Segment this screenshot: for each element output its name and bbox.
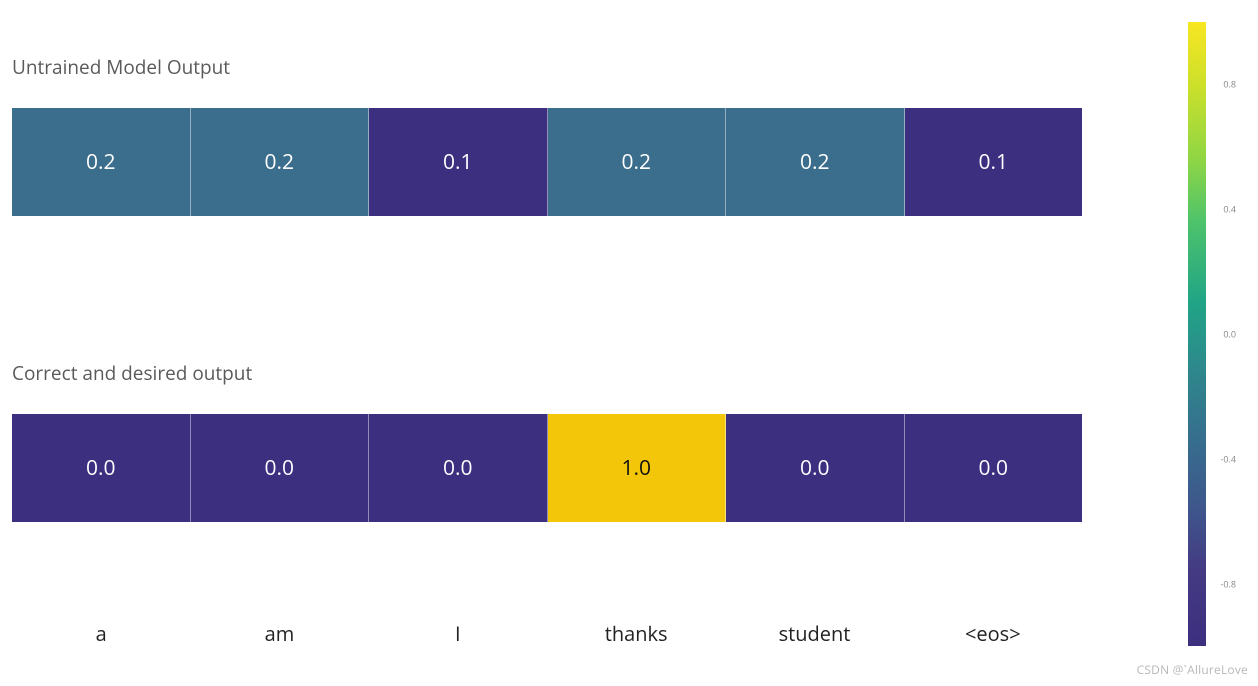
cell-r0-c4: 0.2 <box>726 108 905 216</box>
xlabel-3: thanks <box>547 620 725 647</box>
xlabel-5: <eos> <box>904 620 1082 647</box>
cell-r0-c1: 0.2 <box>191 108 370 216</box>
colorbar-gradient <box>1188 22 1206 646</box>
colorbar <box>1188 22 1206 646</box>
cell-r1-c0: 0.0 <box>12 414 191 522</box>
row1-title: Untrained Model Output <box>12 54 230 80</box>
colorbar-tick: 0.0 <box>1223 328 1236 341</box>
cell-r1-c4: 0.0 <box>726 414 905 522</box>
watermark: CSDN @`AllureLove <box>1137 661 1248 678</box>
cell-r0-c5: 0.1 <box>905 108 1083 216</box>
colorbar-ticks: 0.8 0.4 0.0 -0.4 -0.8 <box>1206 22 1236 646</box>
xlabel-4: student <box>725 620 903 647</box>
x-axis-labels: a am I thanks student <eos> <box>12 620 1082 647</box>
cell-r1-c1: 0.0 <box>191 414 370 522</box>
xlabel-2: I <box>369 620 547 647</box>
heatmap-row-untrained: 0.2 0.2 0.1 0.2 0.2 0.1 <box>12 108 1082 216</box>
cell-r0-c0: 0.2 <box>12 108 191 216</box>
chart-area: Untrained Model Output 0.2 0.2 0.1 0.2 0… <box>12 0 1082 686</box>
colorbar-tick: -0.4 <box>1220 452 1236 465</box>
xlabel-1: am <box>190 620 368 647</box>
cell-r1-c5: 0.0 <box>905 414 1083 522</box>
colorbar-tick: -0.8 <box>1220 577 1236 590</box>
cell-r0-c3: 0.2 <box>548 108 727 216</box>
heatmap-row-correct: 0.0 0.0 0.0 1.0 0.0 0.0 <box>12 414 1082 522</box>
colorbar-tick: 0.8 <box>1223 78 1236 91</box>
cell-r1-c3: 1.0 <box>548 414 727 522</box>
colorbar-tick: 0.4 <box>1223 203 1236 216</box>
xlabel-0: a <box>12 620 190 647</box>
cell-r0-c2: 0.1 <box>369 108 548 216</box>
row2-title: Correct and desired output <box>12 360 252 386</box>
cell-r1-c2: 0.0 <box>369 414 548 522</box>
